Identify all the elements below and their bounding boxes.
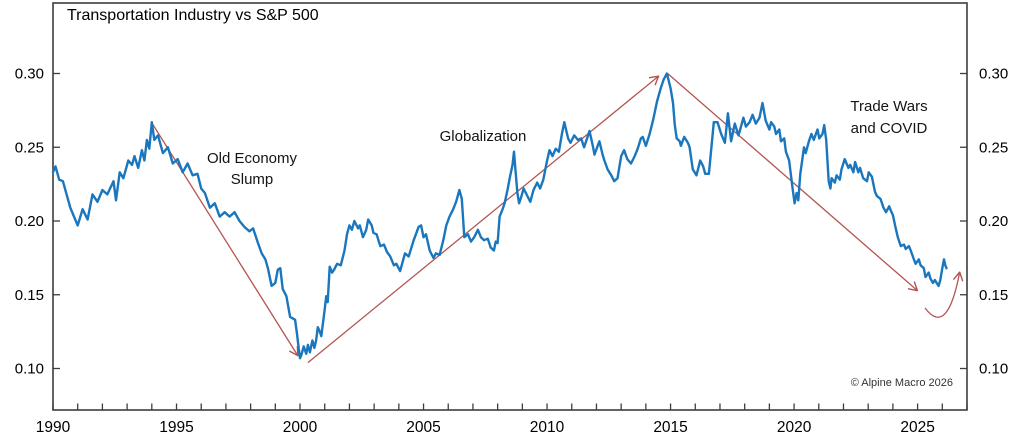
y-tick-label-left: 0.30 — [15, 66, 44, 83]
y-tick-label-left: 0.20 — [15, 213, 44, 230]
y-tick-label-right: 0.20 — [979, 213, 1008, 230]
y-tick-label-left: 0.10 — [15, 361, 44, 378]
annotation-line: Old Economy — [206, 150, 298, 167]
annotation-globalization: Globalization — [426, 126, 540, 147]
annotation-trade-wars-covid: Trade Wars and COVID — [833, 96, 945, 140]
x-tick-label: 2005 — [406, 419, 440, 436]
annotation-line: Trade Wars — [850, 98, 928, 115]
x-tick-label: 1995 — [159, 419, 193, 436]
ratio-line-series — [51, 72, 948, 360]
x-tick-label: 2015 — [653, 419, 687, 436]
trend-arrow — [307, 75, 660, 364]
rebound-curve-arrow — [924, 271, 964, 318]
axes-group: 1990 1995 2000 2005 2010 2015 2020 2025 0.10 0.10… — [15, 2, 1008, 436]
y-tick-label-right: 0.10 — [979, 361, 1008, 378]
y-tick-label-left: 0.25 — [15, 139, 44, 156]
x-tick-label: 2020 — [777, 419, 812, 436]
x-tick-label: 2025 — [900, 419, 934, 436]
x-tick-label: 2010 — [530, 419, 565, 436]
annotation-line: Globalization — [439, 128, 527, 145]
x-tick-label: 2000 — [283, 419, 318, 436]
y-tick-label-right: 0.30 — [979, 66, 1008, 83]
y-tick-label-right: 0.15 — [979, 287, 1008, 304]
x-tick-label: 1990 — [36, 419, 71, 436]
y-tick-label-left: 0.15 — [15, 287, 44, 304]
annotation-old-economy-slump: Old Economy Slump — [188, 148, 316, 190]
y-tick-label-right: 0.25 — [979, 139, 1008, 156]
chart-title: Transportation Industry vs S&P 500 — [67, 7, 319, 24]
trend-arrow — [151, 123, 299, 357]
copyright-note: © Alpine Macro 2026 — [850, 377, 953, 389]
annotation-line: Slump — [230, 171, 274, 188]
annotation-line: and COVID — [850, 120, 928, 137]
